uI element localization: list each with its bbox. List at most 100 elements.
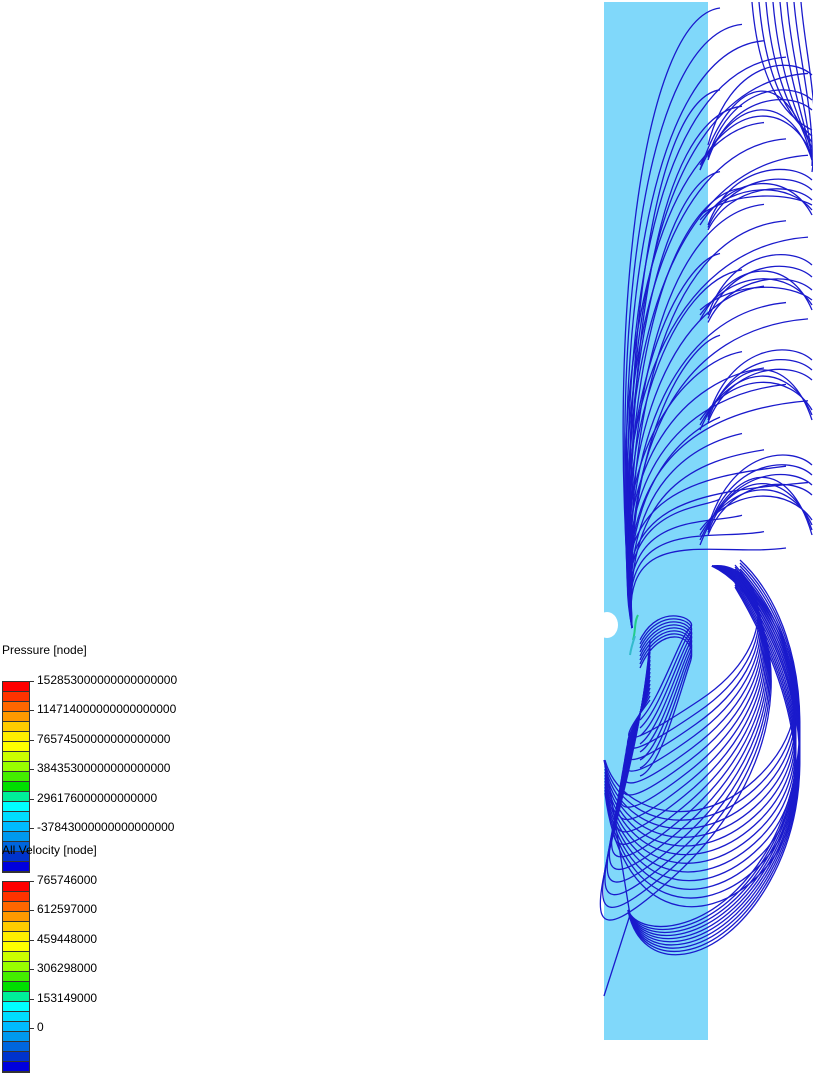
streamline (786, 1, 813, 161)
color-swatch (3, 922, 29, 932)
streamline (627, 562, 801, 930)
streamline (627, 586, 801, 956)
streamline (772, 1, 813, 149)
color-swatch (3, 682, 29, 692)
streamline (627, 577, 801, 946)
streamline (626, 350, 743, 629)
streamline (620, 565, 763, 796)
streamline (751, 1, 813, 131)
streamline (628, 498, 721, 629)
streamline (699, 270, 813, 321)
color-swatch (3, 772, 29, 782)
streamline (627, 580, 801, 949)
color-swatch (3, 942, 29, 952)
streamline (627, 574, 801, 943)
streamline (699, 286, 813, 311)
color-swatch (3, 842, 29, 852)
streamline (627, 559, 801, 928)
legend-tick (29, 710, 34, 712)
velocity-label-1: 612597000 (37, 902, 98, 916)
color-swatch (3, 722, 29, 732)
streamline (624, 121, 765, 629)
pressure-label-4: 296176000000000000 (37, 791, 158, 805)
pressure-label-2: 76574500000000000000 (37, 732, 171, 746)
streamline (628, 72, 809, 629)
legend-tick (29, 681, 34, 682)
legend-tick (29, 881, 34, 882)
streamline (629, 635, 636, 656)
legend-tick (29, 998, 34, 1000)
streamline (626, 465, 787, 629)
streamline (707, 178, 813, 228)
3d-viewport[interactable] (0, 0, 813, 1040)
velocity-label-2: 459448000 (37, 932, 98, 946)
streamline (699, 381, 813, 421)
legend-tick (29, 1028, 34, 1029)
color-swatch (3, 692, 29, 702)
color-swatch (3, 792, 29, 802)
color-swatch (3, 1062, 29, 1072)
streamline (707, 464, 813, 531)
streamline (707, 188, 813, 231)
color-swatch (3, 1052, 29, 1062)
color-swatch (3, 852, 29, 862)
velocity-legend-title: All Velocity [node] (2, 843, 97, 857)
streamline (629, 318, 809, 629)
streamline (707, 278, 813, 323)
pressure-label-5: -37843000000000000000 (37, 820, 175, 834)
streamline (625, 236, 809, 629)
legend-tick (29, 969, 34, 971)
streamline (627, 367, 765, 629)
streamline (639, 621, 693, 737)
color-swatch (3, 892, 29, 902)
color-swatch (3, 882, 29, 892)
streamline (603, 759, 631, 997)
streamline (793, 1, 813, 167)
color-swatch (3, 762, 29, 772)
streamline (627, 568, 801, 937)
color-swatch (3, 932, 29, 942)
streamline (699, 115, 813, 166)
color-swatch (3, 1022, 29, 1032)
streamline (627, 565, 801, 933)
velocity-label-5: 0 (37, 1020, 44, 1034)
pressure-label-0: 152853000000000000000 (37, 673, 178, 687)
streamline (707, 349, 813, 418)
velocity-color-bar (2, 881, 30, 1073)
streamline (779, 1, 813, 155)
pressure-label-1: 114714000000000000000 (37, 702, 177, 716)
streamline (627, 481, 809, 629)
color-swatch (3, 832, 29, 842)
legend-tick (29, 910, 34, 912)
pressure-legend-title: Pressure [node] (2, 643, 87, 657)
color-swatch (3, 712, 29, 722)
streamline (614, 565, 766, 833)
color-swatch (3, 972, 29, 982)
streamline (628, 400, 809, 629)
streamlines (599, 1, 813, 997)
streamline (629, 301, 787, 629)
streamline (604, 580, 797, 882)
streamline (699, 195, 813, 216)
color-swatch (3, 812, 29, 822)
color-swatch (3, 962, 29, 972)
legend-tick (29, 828, 34, 829)
streamline (707, 168, 813, 226)
streamline (625, 40, 765, 629)
pressure-label-3: 38435300000000000000 (37, 761, 171, 775)
color-swatch (3, 752, 29, 762)
streamline (630, 547, 787, 629)
color-swatch (3, 912, 29, 922)
color-swatch (3, 742, 29, 752)
color-swatch (3, 802, 29, 812)
velocity-label-0: 765746000 (37, 873, 98, 887)
streamline (629, 514, 743, 629)
color-swatch (3, 1042, 29, 1052)
streamline (707, 265, 813, 319)
color-swatch (3, 982, 29, 992)
color-swatch (3, 782, 29, 792)
streamline (699, 495, 813, 531)
color-swatch (3, 1002, 29, 1012)
streamline (707, 89, 813, 158)
color-swatch (3, 822, 29, 832)
